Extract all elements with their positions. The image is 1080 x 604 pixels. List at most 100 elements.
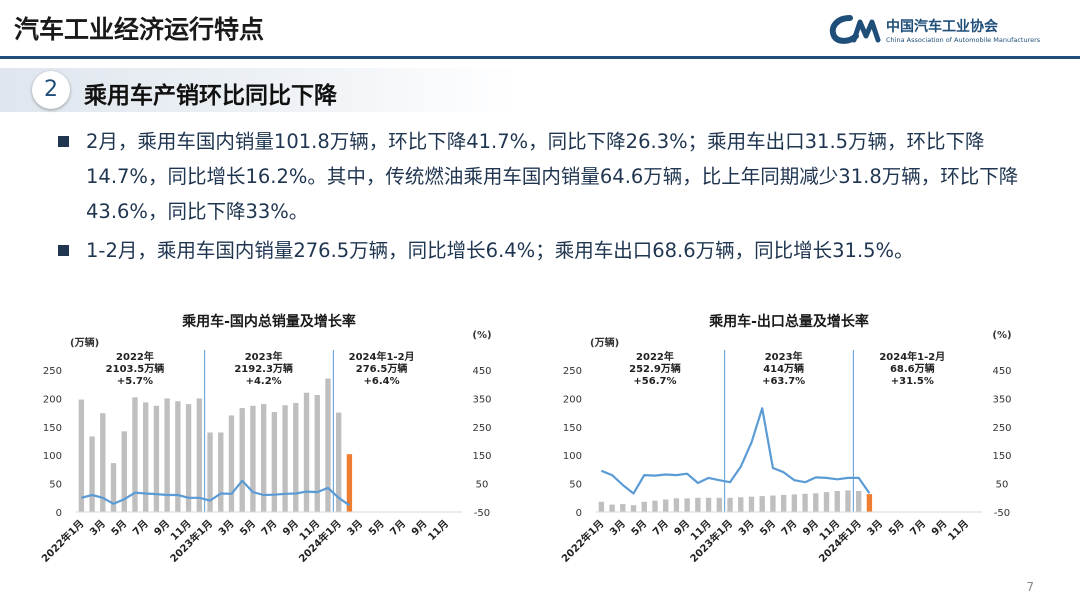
right-tick-label: 50 [476, 480, 489, 491]
volume-bar [336, 412, 342, 512]
volume-bar [110, 463, 117, 512]
right-axis-unit: (%) [472, 330, 491, 341]
section-band [0, 68, 520, 112]
volume-bar [695, 497, 701, 512]
volume-bar [598, 501, 605, 512]
highlight-bar [346, 454, 353, 512]
left-tick-label: 250 [43, 366, 62, 377]
section-heading: 2 乘用车产销环比同比下降 [0, 68, 1080, 112]
period-annotation: 2023年 [245, 350, 283, 363]
volume-bar [325, 378, 331, 512]
volume-bar [271, 412, 278, 512]
left-tick-label: 250 [563, 366, 582, 377]
right-tick-label: 450 [992, 366, 1011, 377]
x-tick-label: 5月 [109, 518, 129, 538]
left-tick-label: 100 [43, 451, 62, 462]
volume-bar [705, 497, 712, 512]
right-tick-label: 250 [472, 423, 491, 434]
x-tick-label: 7月 [130, 518, 150, 538]
volume-bar [630, 505, 637, 512]
chart-svg: 乘用车-出口总量及增长率 (万辆) (%) 250 200 150 100 50 0 450 350… [559, 313, 1012, 565]
header-divider [0, 56, 1080, 59]
volume-bar [196, 398, 202, 512]
chart-title: 乘用车-出口总量及增长率 [708, 313, 869, 330]
volume-bar [834, 490, 840, 512]
volume-bar [282, 405, 288, 512]
logo-english-name: China Association of Automobile Manufact… [886, 36, 1041, 44]
x-tick-label: 5月 [629, 518, 649, 538]
period-annotation: +63.7% [762, 376, 805, 387]
x-tick-label: 7月 [779, 518, 799, 538]
x-tick-label: 3月 [345, 518, 365, 538]
right-tick-label: 350 [992, 394, 1011, 405]
right-tick-label: -50 [994, 508, 1010, 519]
left-tick-label: 50 [49, 480, 62, 491]
association-logo: 中国汽车工业协会 China Association of Automobile… [828, 14, 1058, 50]
period-annotation: 2192.3万辆 [234, 362, 293, 375]
highlight-bar [866, 494, 873, 512]
volume-bar [121, 431, 127, 512]
left-tick-label: 200 [563, 394, 582, 405]
x-tick-label: 5月 [366, 518, 386, 538]
volume-bar [609, 504, 615, 512]
right-tick-label: 150 [472, 451, 491, 462]
right-tick-label: 350 [472, 394, 491, 405]
period-annotation: 2024年1-2月 [349, 350, 415, 363]
square-bullet-icon [58, 245, 69, 256]
volume-bar [802, 493, 808, 512]
volume-bar [727, 497, 733, 512]
slide-header: 汽车工业经济运行特点 中国汽车工业协会 China Association of… [0, 0, 1080, 60]
page-title: 汽车工业经济运行特点 [14, 15, 265, 44]
volume-bar [791, 494, 798, 512]
volume-bar [780, 494, 787, 512]
volume-bar [207, 432, 213, 512]
x-tick-label: 3月 [736, 518, 756, 538]
volume-bar [164, 398, 170, 512]
page-number: 7 [1026, 580, 1034, 594]
period-annotation: 2022年 [116, 350, 154, 363]
period-annotation: 2023年 [765, 350, 803, 363]
chart-svg: 乘用车-国内总销量及增长率 (万辆) (%) 250 200 150 100 50 0 450 35… [39, 313, 492, 565]
volume-bar [652, 500, 658, 512]
volume-bar [218, 432, 224, 512]
volume-bar [153, 405, 160, 512]
volume-bar [228, 415, 235, 512]
volume-bar [185, 404, 192, 512]
square-bullet-icon [58, 136, 69, 147]
volume-bar [823, 492, 830, 512]
volume-bar [293, 402, 299, 512]
volume-bar [856, 490, 862, 512]
x-tick-label: 3月 [87, 518, 107, 538]
volume-bar [89, 436, 95, 512]
period-annotation: +56.7% [633, 376, 676, 387]
bullet-item: 2月，乘用车国内销量101.8万辆，环比下降41.7%，同比下降26.3%；乘用… [58, 124, 1058, 229]
volume-bar [143, 402, 149, 512]
bullet-list: 2月，乘用车国内销量101.8万辆，环比下降41.7%，同比下降26.3%；乘用… [58, 124, 1058, 272]
volume-bar [641, 501, 647, 512]
volume-bar [100, 413, 106, 512]
volume-bar [132, 397, 138, 512]
period-annotation: +4.2% [246, 376, 282, 387]
right-tick-label: 450 [472, 366, 491, 377]
right-tick-label: 150 [992, 451, 1011, 462]
x-tick-label: 3月 [865, 518, 885, 538]
volume-bar [239, 408, 245, 512]
section-title: 乘用车产销环比同比下降 [84, 83, 337, 109]
left-tick-label: 0 [56, 508, 62, 519]
volume-bar [260, 404, 267, 512]
domestic-sales-chart: 乘用车-国内总销量及增长率 (万辆) (%) 250 200 150 100 50 0 450 35… [30, 300, 530, 596]
period-annotation: 414万辆 [763, 362, 804, 375]
section-number: 2 [32, 71, 70, 109]
right-tick-label: -50 [474, 508, 490, 519]
volume-bar [748, 496, 755, 512]
right-axis-unit: (%) [992, 330, 1011, 341]
growth-rate-line [600, 407, 871, 495]
cm-logo-icon [829, 15, 881, 44]
right-tick-label: 250 [992, 423, 1011, 434]
left-tick-label: 150 [43, 423, 62, 434]
x-tick-label: 7月 [650, 518, 670, 538]
bullet-text: 2月，乘用车国内销量101.8万辆，环比下降41.7%，同比下降26.3%；乘用… [86, 130, 1019, 223]
volume-bar [813, 493, 819, 512]
volume-bar [684, 498, 690, 512]
period-annotation: 2022年 [636, 350, 674, 363]
